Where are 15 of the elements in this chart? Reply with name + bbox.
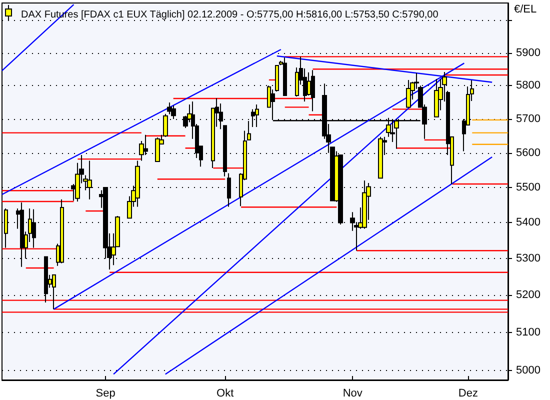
y-tick-label: 5500 [516,181,540,194]
x-tick-label: Nov [342,388,363,400]
x-tick-label: Okt [216,388,234,400]
y-tick-label: 5100 [516,326,540,338]
y-tick-label: 5200 [516,289,540,302]
y-tick-label: 5700 [516,112,540,125]
y-axis-title: €/EL [514,4,537,16]
y-tick-label: 5000 [516,364,540,376]
x-tick-label: Dez [458,388,478,400]
y-tick-label: 5600 [516,146,540,159]
y-tick-label: 5400 [516,216,540,229]
y-tick-label: 5800 [516,80,540,92]
y-tick-label: 5300 [516,252,540,265]
y-tick-label: 5900 [516,46,540,59]
x-tick-label: Sep [96,388,116,400]
